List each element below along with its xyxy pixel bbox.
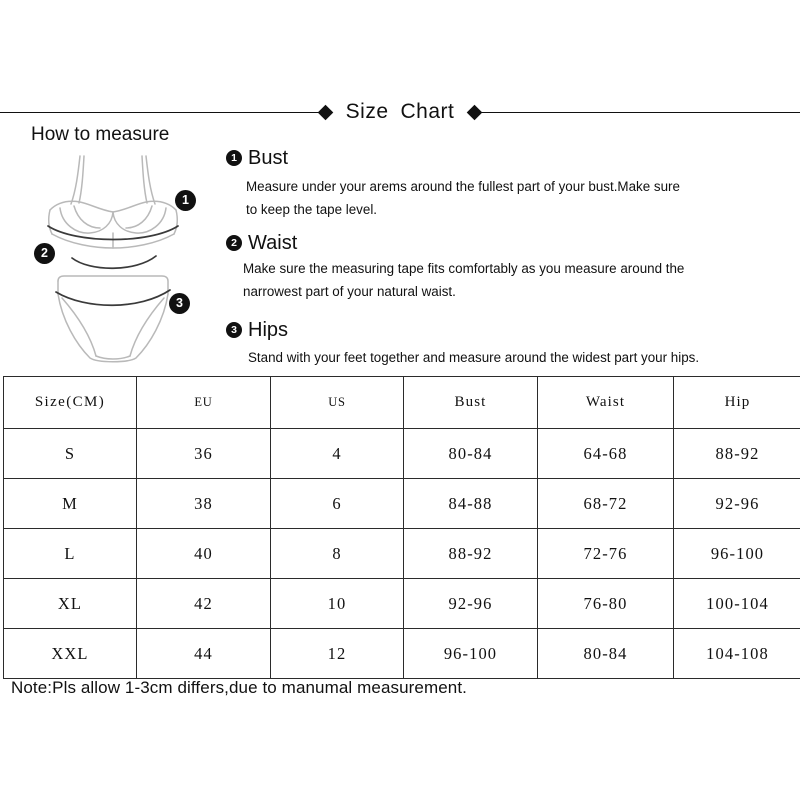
illustration-badge-1: 1: [175, 190, 196, 211]
cell-eu: 38: [136, 478, 271, 529]
instruction-block-hips: 3 Hips Stand with your feet together and…: [226, 320, 699, 369]
cell-waist: 68-72: [537, 478, 674, 529]
cell-eu: 36: [136, 428, 271, 479]
title-rule-right: [481, 111, 800, 113]
cell-bust: 92-96: [403, 578, 538, 629]
page-title-band: Size Chart: [0, 96, 800, 128]
table-row: XXL 44 12 96-100 80-84 104-108: [3, 628, 800, 679]
table-row: S 36 4 80-84 64-68 88-92: [3, 428, 800, 479]
cell-bust: 84-88: [403, 478, 538, 529]
page-title-word-1: Size: [345, 100, 389, 123]
cell-size: S: [3, 428, 137, 479]
cell-bust: 88-92: [403, 528, 538, 579]
page-title-word-2: Chart: [400, 100, 455, 123]
instruction-text-bust-line2: to keep the tape level.: [246, 202, 378, 218]
cell-eu: 42: [136, 578, 271, 629]
cell-waist: 64-68: [537, 428, 674, 479]
table-row: M 38 6 84-88 68-72 92-96: [3, 478, 800, 529]
instruction-heading-bust: 1 Bust: [226, 148, 680, 168]
measurement-illustration: [28, 148, 208, 363]
table-header-bust: Bust: [403, 376, 538, 429]
instruction-title-waist: Waist: [248, 232, 298, 254]
cell-eu: 44: [136, 628, 271, 679]
title-rule-left: [0, 111, 319, 113]
illustration-badge-2: 2: [34, 243, 55, 264]
cell-waist: 76-80: [537, 578, 674, 629]
cell-eu: 40: [136, 528, 271, 579]
cell-bust: 80-84: [403, 428, 538, 479]
cell-hip: 92-96: [673, 478, 800, 529]
cell-size: XXL: [3, 628, 137, 679]
instruction-text-waist: Make sure the measuring tape fits comfor…: [243, 257, 684, 303]
cell-hip: 104-108: [673, 628, 800, 679]
cell-hip: 88-92: [673, 428, 800, 479]
number-badge-1-icon: 1: [226, 150, 242, 166]
cell-us: 12: [270, 628, 404, 679]
cell-waist: 80-84: [537, 628, 674, 679]
illustration-badge-3: 3: [169, 293, 190, 314]
cell-size: XL: [3, 578, 137, 629]
cell-size: M: [3, 478, 137, 529]
instruction-text-bust-line1: Measure under your arems around the full…: [246, 179, 680, 194]
cell-us: 10: [270, 578, 404, 629]
instruction-heading-hips: 3 Hips: [226, 320, 699, 340]
cell-hip: 100-104: [673, 578, 800, 629]
cell-waist: 72-76: [537, 528, 674, 579]
cell-size: L: [3, 528, 137, 579]
page-title: Size Chart: [332, 100, 469, 124]
table-header-us: US: [270, 376, 404, 429]
table-header-eu: EU: [136, 376, 271, 429]
size-chart-table: Size(CM) EU US Bust Waist Hip S 36 4 80-…: [3, 376, 800, 679]
footer-note: Note:Pls allow 1-3cm differs,due to manu…: [11, 678, 467, 697]
diamond-icon-right: [467, 104, 483, 120]
cell-bust: 96-100: [403, 628, 538, 679]
instruction-text-hips-line1: Stand with your feet together and measur…: [248, 350, 700, 365]
table-row: L 40 8 88-92 72-76 96-100: [3, 528, 800, 579]
instruction-text-waist-line2: narrowest part of your natural waist.: [243, 284, 456, 300]
cell-us: 4: [270, 428, 404, 479]
instruction-block-bust: 1 Bust Measure under your arems around t…: [226, 148, 680, 221]
table-header-size: Size(CM): [3, 376, 137, 429]
table-header-hip: Hip: [673, 376, 800, 429]
cell-us: 8: [270, 528, 404, 579]
number-badge-3-icon: 3: [226, 322, 242, 338]
table-header-waist: Waist: [537, 376, 674, 429]
instruction-title-bust: Bust: [248, 147, 289, 169]
number-badge-2-icon: 2: [226, 235, 242, 251]
table-header-row: Size(CM) EU US Bust Waist Hip: [3, 376, 800, 429]
instruction-title-hips: Hips: [248, 319, 289, 341]
instruction-text-hips: Stand with your feet together and measur…: [248, 346, 699, 369]
cell-us: 6: [270, 478, 404, 529]
instruction-text-waist-line1: Make sure the measuring tape fits comfor…: [243, 261, 685, 276]
instruction-text-bust: Measure under your arems around the full…: [246, 175, 680, 221]
instruction-heading-waist: 2 Waist: [226, 233, 684, 253]
instruction-block-waist: 2 Waist Make sure the measuring tape fit…: [226, 233, 684, 303]
cell-hip: 96-100: [673, 528, 800, 579]
table-row: XL 42 10 92-96 76-80 100-104: [3, 578, 800, 629]
how-to-measure-heading: How to measure: [31, 124, 170, 145]
diamond-icon-left: [317, 104, 333, 120]
